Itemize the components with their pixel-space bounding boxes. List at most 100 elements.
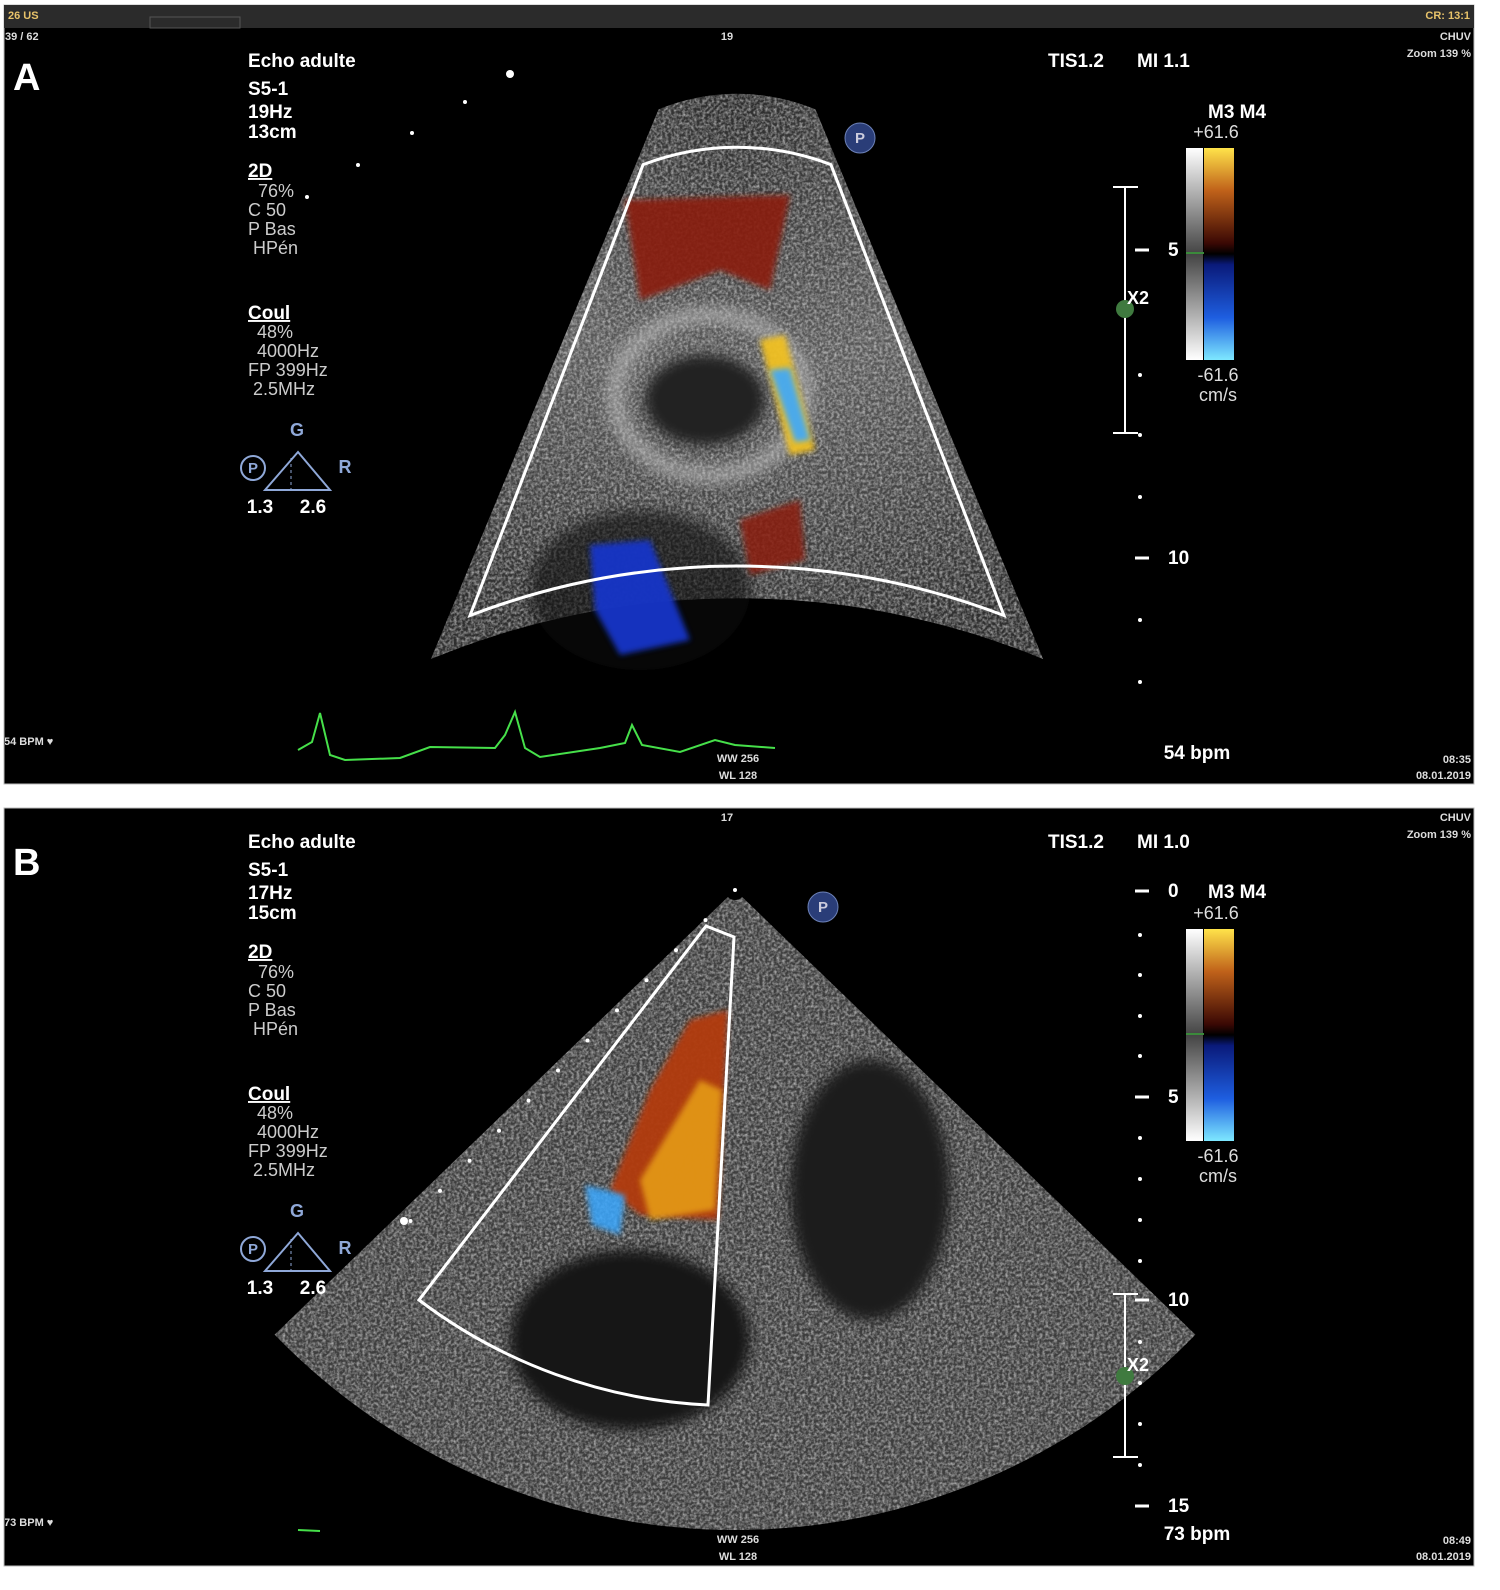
color-mode-title: Coul: [248, 1084, 290, 1105]
dot: [410, 131, 414, 135]
dot: [644, 978, 649, 983]
color-mode-title: Coul: [248, 303, 290, 324]
depth-dot: [1138, 1259, 1142, 1263]
dot: [438, 1188, 442, 1193]
dot: [467, 1158, 472, 1163]
flow-red: [625, 195, 790, 300]
frame-number: 17: [721, 812, 733, 824]
depth: 13cm: [248, 122, 297, 143]
orientation-left-value: 1.3: [247, 497, 273, 518]
mode-2d-line: C 50: [248, 981, 286, 1001]
window-width: WW 256: [717, 1534, 759, 1546]
top-bar-left: 26 US: [8, 10, 39, 22]
orientation-triangle: [262, 450, 333, 491]
time: 08:35: [1443, 754, 1471, 766]
preset: Echo adulte: [248, 832, 356, 853]
orientation-right: R: [339, 1238, 352, 1258]
window-level: WL 128: [719, 770, 757, 782]
orientation-right: R: [339, 457, 352, 477]
color-box: [467, 145, 1007, 619]
orientation-marker: P: [248, 1241, 258, 1258]
depth-dot: [1138, 973, 1142, 977]
dot: [400, 1217, 408, 1225]
color-mode-line: FP 399Hz: [248, 360, 328, 380]
depth-label: 15: [1168, 1496, 1190, 1517]
orientation-marker-ring: [240, 455, 266, 481]
depth-dot: [1138, 373, 1142, 377]
flow-jet: [770, 368, 810, 442]
depth-label: 10: [1168, 548, 1189, 569]
heart-rate: 54 bpm: [1164, 743, 1231, 764]
site: CHUV: [1440, 812, 1472, 824]
zoom: Zoom 139 %: [1407, 48, 1471, 60]
top-bar: [4, 5, 1474, 28]
depth-dot: [1138, 1014, 1142, 1018]
dot: [497, 1128, 501, 1133]
depth-dot: [1138, 1463, 1142, 1467]
mode-2d-line: HPén: [253, 238, 298, 258]
zoom-handle: [1116, 300, 1134, 318]
depth-dot: [1138, 1340, 1142, 1344]
mode-2d-line: C 50: [248, 200, 286, 220]
color-mode-line: 2.5MHz: [253, 379, 315, 399]
color-mode-line: 2.5MHz: [253, 1160, 315, 1180]
heart-rate-small: 54 BPM ♥: [4, 736, 53, 748]
time: 08:49: [1443, 1535, 1471, 1547]
orientation-marker-ring: [240, 1236, 266, 1262]
dot: [305, 195, 309, 199]
heart-rate-small: 73 BPM ♥: [4, 1517, 53, 1529]
depth-label: 5: [1168, 240, 1179, 261]
speckle: [274, 896, 1196, 1530]
zoom-marker: X2: [1127, 288, 1149, 308]
mode-2d-title: 2D: [248, 161, 272, 182]
dot: [703, 918, 708, 923]
panel-label: A: [13, 57, 40, 99]
preset: Echo adulte: [248, 51, 356, 72]
color-mode-line: FP 399Hz: [248, 1141, 328, 1161]
velocity-max: +61.6: [1193, 903, 1239, 923]
probe: S5-1: [248, 79, 289, 100]
mode-2d-line: P Bas: [248, 219, 296, 239]
dot: [463, 100, 467, 104]
velocity-max: +61.6: [1193, 122, 1239, 142]
frame-number: 19: [721, 31, 733, 43]
date: 08.01.2019: [1416, 770, 1471, 782]
depth-dot: [1138, 433, 1142, 437]
date: 08.01.2019: [1416, 1551, 1471, 1563]
dot: [585, 1038, 590, 1043]
cavity: [645, 355, 765, 445]
orientation-top: G: [290, 420, 304, 440]
depth: 15cm: [248, 903, 297, 924]
color-box: [416, 924, 736, 1407]
tis: TIS1.2: [1048, 51, 1104, 72]
frame-rate: 19Hz: [248, 102, 292, 123]
ultrasound-image: [305, 70, 1044, 670]
mode-2d-line: 76%: [258, 181, 294, 201]
dot: [506, 70, 514, 78]
probe-marker: P: [855, 130, 865, 147]
velocity-min: -61.6: [1197, 1146, 1238, 1166]
depth-dot: [1138, 1422, 1142, 1426]
probe-marker-bg: [807, 891, 839, 923]
dot: [408, 1218, 413, 1223]
site: CHUV: [1440, 31, 1472, 43]
color-bar: [1204, 929, 1234, 1141]
mode-2d-line: 76%: [258, 962, 294, 982]
color-bar: [1204, 148, 1234, 360]
zoom-handle: [1116, 1367, 1134, 1385]
tab: [149, 16, 241, 29]
color-mode-line: 48%: [257, 1103, 293, 1123]
mode-2d-title: 2D: [248, 942, 272, 963]
depth-dot: [1138, 1381, 1142, 1385]
heart-rate: 73 bpm: [1164, 1524, 1231, 1545]
zoom-marker: X2: [1127, 1355, 1149, 1375]
frame-rate: 17Hz: [248, 883, 292, 904]
ecg-trace: [297, 709, 776, 762]
dot: [674, 948, 678, 953]
color-mode-line: 4000Hz: [257, 1122, 319, 1142]
orientation-left-value: 1.3: [247, 1278, 273, 1299]
